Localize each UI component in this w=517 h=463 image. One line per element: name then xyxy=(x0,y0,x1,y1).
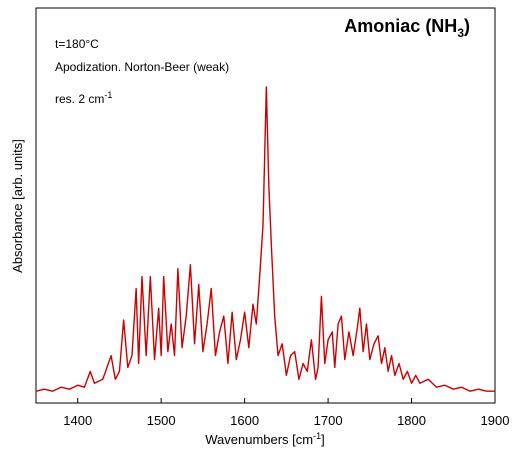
title-main: Amoniac (NH xyxy=(344,16,457,36)
x-label-sup: -1 xyxy=(313,431,321,441)
annotation: Apodization. Norton-Beer (weak) xyxy=(55,60,229,74)
title-sub: 3 xyxy=(457,26,464,40)
annotation-text: res. 2 cm xyxy=(55,92,104,106)
annotation: t=180°C xyxy=(55,37,99,51)
x-tick-label: 1500 xyxy=(147,413,176,428)
annotation-text: t=180°C xyxy=(55,37,99,51)
x-tick-label: 1800 xyxy=(397,413,426,428)
x-tick-label: 1900 xyxy=(481,413,510,428)
x-tick-label: 1600 xyxy=(230,413,259,428)
spectrum-line xyxy=(35,86,495,392)
y-axis-label: Absorbance [arb. units] xyxy=(10,139,25,273)
x-tick-label: 1400 xyxy=(63,413,92,428)
plot-frame xyxy=(35,7,496,404)
title-tail: ) xyxy=(464,16,470,36)
annotation-sup: -1 xyxy=(104,90,112,100)
x-axis-label: Wavenumbers [cm-1] xyxy=(205,431,325,447)
annotation-text: Apodization. Norton-Beer (weak) xyxy=(55,60,229,74)
y-label-text: Absorbance [arb. units] xyxy=(10,139,25,273)
x-label-tail: ] xyxy=(321,432,325,447)
annotation: res. 2 cm-1 xyxy=(55,90,112,106)
x-label-text: Wavenumbers [cm xyxy=(205,432,313,447)
chart-title: Amoniac (NH3) xyxy=(344,16,470,40)
x-tick-label: 1700 xyxy=(314,413,343,428)
